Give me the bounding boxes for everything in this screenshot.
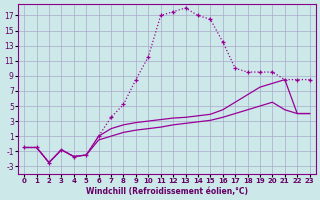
X-axis label: Windchill (Refroidissement éolien,°C): Windchill (Refroidissement éolien,°C) (86, 187, 248, 196)
